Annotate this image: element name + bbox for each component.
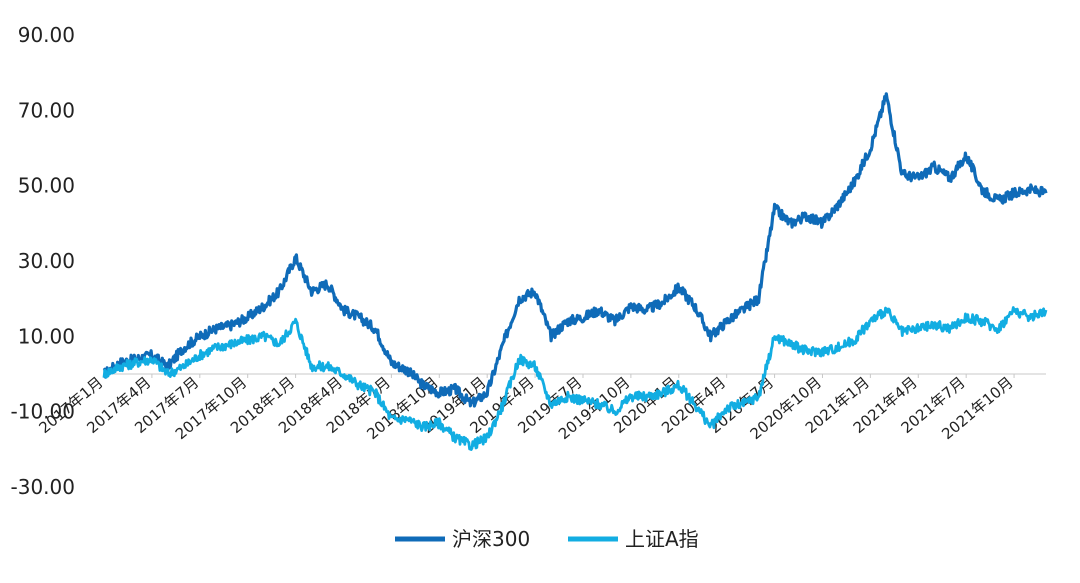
y-tick-label: -10.00 <box>11 400 75 424</box>
y-tick-label: 90.00 <box>18 23 75 47</box>
x-axis: 2017年1月2017年4月2017年7月2017年10月2018年1月2018… <box>35 373 1046 443</box>
legend-item-szai: 上证A指 <box>568 527 699 551</box>
legend-label-hs300: 沪深300 <box>452 527 530 551</box>
y-axis: 90.00 70.00 50.00 30.00 10.00 -10.00 -30.00 <box>11 23 75 499</box>
legend: 沪深300 上证A指 <box>395 527 699 551</box>
series-line-hs300 <box>102 92 1048 408</box>
legend-label-szai: 上证A指 <box>625 527 699 551</box>
series-layer <box>102 92 1048 451</box>
y-tick-label: 10.00 <box>18 324 75 348</box>
y-tick-label: -30.00 <box>11 475 75 499</box>
legend-item-hs300: 沪深300 <box>395 527 530 551</box>
y-tick-label: 70.00 <box>18 98 75 122</box>
y-tick-label: 50.00 <box>18 174 75 198</box>
y-tick-label: 30.00 <box>18 249 75 273</box>
series-line-szai <box>102 306 1048 451</box>
